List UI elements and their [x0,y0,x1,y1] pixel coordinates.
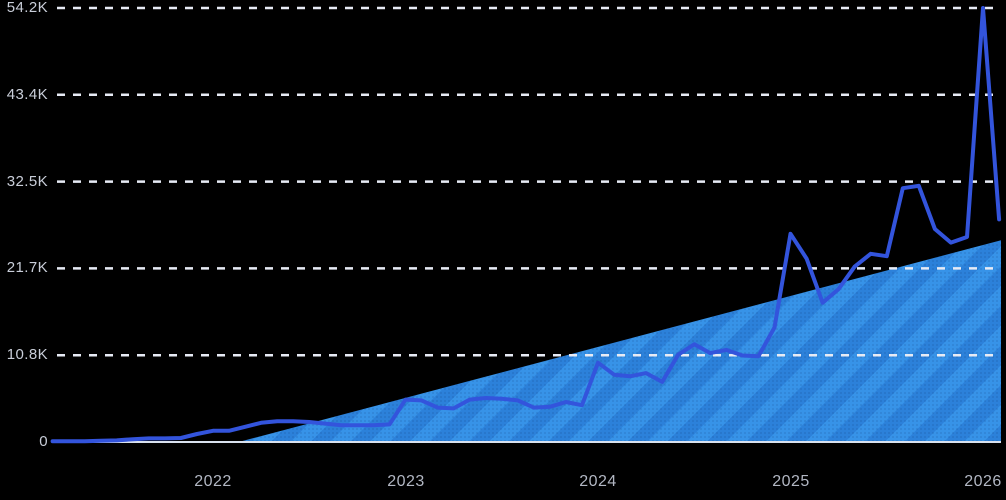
monthly-volume-line [50,6,1002,444]
trend-area-group [238,240,1001,442]
gridlines-group [52,6,1001,443]
trend-area-texture [238,240,1001,442]
series-line-group [50,6,1002,444]
